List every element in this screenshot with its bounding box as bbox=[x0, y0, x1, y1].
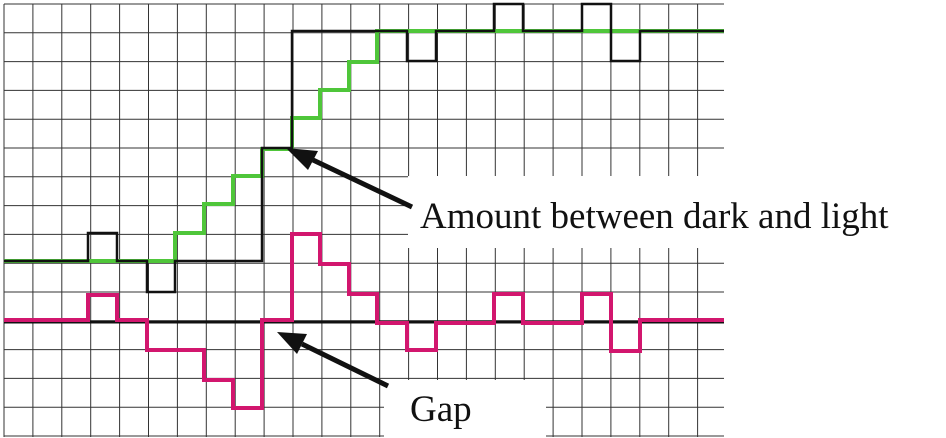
amount-label-background bbox=[408, 176, 946, 248]
dark-intensity-trace bbox=[4, 2, 724, 294]
gap-label: Gap bbox=[410, 389, 472, 430]
gap-label-background bbox=[384, 380, 546, 438]
gap-arrow bbox=[277, 332, 390, 389]
amount-arrow bbox=[286, 148, 414, 210]
amount-label: Amount between dark and light bbox=[420, 196, 889, 237]
gap-trace bbox=[4, 232, 724, 410]
